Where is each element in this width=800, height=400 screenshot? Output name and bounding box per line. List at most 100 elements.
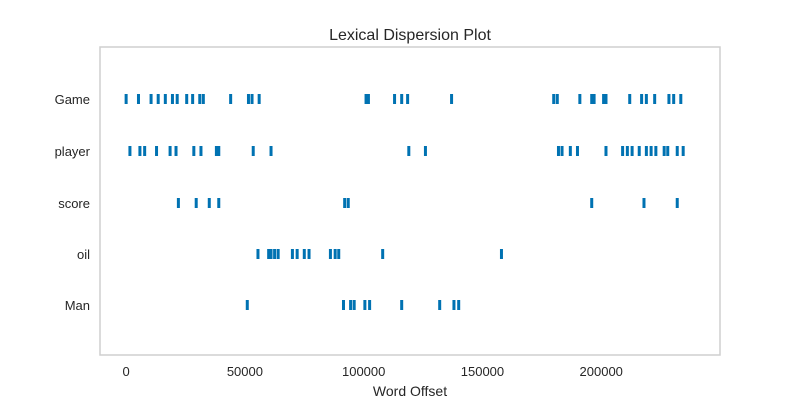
- dispersion-mark: [630, 146, 634, 156]
- dispersion-mark: [666, 146, 670, 156]
- dispersion-mark: [276, 249, 280, 259]
- dispersion-mark: [194, 198, 198, 208]
- dispersion-mark: [174, 146, 178, 156]
- y-tick-label: oil: [77, 247, 90, 262]
- dispersion-mark: [214, 146, 218, 156]
- dispersion-mark: [644, 146, 648, 156]
- dispersion-mark: [675, 198, 679, 208]
- dispersion-mark: [343, 198, 347, 208]
- dispersion-mark: [192, 146, 196, 156]
- chart-title: Lexical Dispersion Plot: [329, 27, 491, 44]
- dispersion-mark: [269, 249, 273, 259]
- dispersion-mark: [366, 94, 370, 104]
- dispersion-mark: [679, 94, 683, 104]
- dispersion-mark: [406, 94, 410, 104]
- dispersion-mark: [333, 249, 337, 259]
- dispersion-mark: [556, 146, 560, 156]
- dispersion-mark: [295, 249, 299, 259]
- x-axis-tick-labels: 0 50000 100000 150000 200000: [123, 364, 623, 379]
- dispersion-mark: [637, 146, 641, 156]
- dispersion-mark: [191, 94, 195, 104]
- dispersion-mark: [155, 146, 159, 156]
- dispersion-mark: [163, 94, 167, 104]
- dispersion-mark: [363, 300, 367, 310]
- dispersion-mark: [201, 94, 205, 104]
- dispersion-mark: [328, 249, 332, 259]
- plot-frame: [99, 46, 721, 356]
- dispersion-mark: [604, 146, 608, 156]
- dispersion-mark: [346, 198, 350, 208]
- dispersion-mark: [560, 146, 564, 156]
- dispersion-mark: [229, 94, 233, 104]
- dispersion-mark: [667, 94, 671, 104]
- dispersion-mark: [575, 146, 579, 156]
- dispersion-mark: [381, 249, 385, 259]
- y-tick-label: player: [55, 144, 91, 159]
- dispersion-mark: [207, 198, 211, 208]
- x-tick-label: 0: [123, 364, 130, 379]
- dispersion-mark: [590, 198, 594, 208]
- dispersion-mark: [662, 146, 666, 156]
- dispersion-mark: [602, 94, 606, 104]
- y-axis-labels: Game player score oil Man: [55, 92, 91, 313]
- x-axis-label: Word Offset: [373, 383, 447, 399]
- dispersion-mark: [290, 249, 294, 259]
- dispersion-mark: [590, 94, 594, 104]
- dispersion-mark: [407, 146, 411, 156]
- dispersion-mark: [251, 146, 255, 156]
- dispersion-mark: [672, 94, 676, 104]
- dispersion-mark: [198, 94, 202, 104]
- dispersion-mark: [438, 300, 442, 310]
- dispersion-mark: [185, 94, 189, 104]
- dispersion-mark: [349, 300, 353, 310]
- dispersion-mark: [649, 146, 653, 156]
- dispersion-mark: [675, 146, 679, 156]
- dispersion-mark: [267, 249, 271, 259]
- dispersion-mark: [400, 94, 404, 104]
- dispersion-mark: [499, 249, 503, 259]
- dispersion-mark: [337, 249, 341, 259]
- dispersion-mark: [644, 94, 648, 104]
- dispersion-mark: [640, 94, 644, 104]
- dispersion-mark: [364, 94, 368, 104]
- dispersion-mark: [307, 249, 311, 259]
- dispersion-mark: [452, 300, 456, 310]
- y-tick-label: Game: [55, 92, 90, 107]
- dispersion-mark: [149, 94, 153, 104]
- dispersion-mark: [352, 300, 356, 310]
- dispersion-mark: [199, 146, 203, 156]
- dispersion-mark: [175, 94, 179, 104]
- dispersion-mark: [217, 198, 221, 208]
- dispersion-mark: [136, 94, 140, 104]
- dispersion-mark: [246, 94, 250, 104]
- x-tick-label: 200000: [580, 364, 623, 379]
- dispersion-mark: [170, 94, 174, 104]
- dispersion-mark: [578, 94, 582, 104]
- dispersion-mark: [592, 94, 596, 104]
- dispersion-mark: [653, 94, 657, 104]
- dispersion-mark: [250, 94, 254, 104]
- dispersion-mark: [138, 146, 142, 156]
- dispersion-mark: [604, 94, 608, 104]
- dispersion-mark: [156, 94, 160, 104]
- dispersion-mark: [423, 146, 427, 156]
- dispersion-mark: [257, 94, 261, 104]
- dispersion-mark: [568, 146, 572, 156]
- dispersion-mark: [681, 146, 685, 156]
- dispersion-mark: [302, 249, 306, 259]
- dispersion-mark: [269, 146, 273, 156]
- y-tick-label: score: [58, 196, 90, 211]
- dispersion-mark: [555, 94, 559, 104]
- dispersion-mark: [256, 249, 260, 259]
- dispersion-mark: [124, 94, 128, 104]
- dispersion-mark: [642, 198, 646, 208]
- dispersion-mark: [457, 300, 461, 310]
- dispersion-mark: [143, 146, 147, 156]
- dispersion-mark: [245, 300, 249, 310]
- x-tick-label: 50000: [227, 364, 263, 379]
- dispersion-marks: [124, 94, 685, 310]
- dispersion-mark: [341, 300, 345, 310]
- dispersion-mark: [625, 146, 629, 156]
